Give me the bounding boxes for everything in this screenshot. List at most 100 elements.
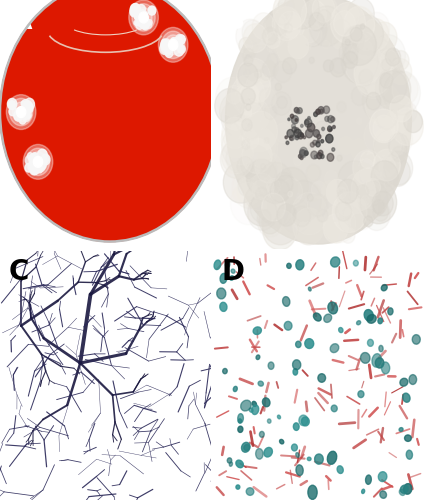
Circle shape [359,70,373,86]
Circle shape [316,142,320,147]
Circle shape [288,184,326,228]
Ellipse shape [296,465,303,475]
Ellipse shape [375,358,384,368]
Ellipse shape [259,432,264,438]
Ellipse shape [378,318,382,324]
Circle shape [238,63,258,87]
Circle shape [242,138,272,173]
Circle shape [7,98,17,110]
Ellipse shape [330,344,339,352]
Circle shape [139,17,150,29]
Circle shape [244,60,262,80]
Circle shape [272,92,291,115]
Circle shape [31,153,39,162]
Circle shape [276,168,308,206]
Circle shape [383,154,398,172]
Circle shape [165,35,181,55]
Circle shape [282,58,296,74]
Circle shape [279,11,301,38]
Circle shape [257,210,271,226]
Ellipse shape [337,466,343,473]
Circle shape [339,201,352,216]
Ellipse shape [214,260,221,270]
Circle shape [226,144,248,172]
Circle shape [382,59,391,70]
Circle shape [329,43,334,50]
Circle shape [265,192,294,226]
Circle shape [353,150,382,185]
Ellipse shape [305,338,314,348]
Circle shape [344,40,382,85]
Circle shape [338,161,371,201]
Circle shape [271,138,279,146]
Circle shape [267,45,273,52]
Circle shape [350,202,374,230]
Ellipse shape [236,485,240,489]
Circle shape [34,162,42,172]
Circle shape [280,178,303,204]
Circle shape [359,36,393,76]
Ellipse shape [399,428,403,432]
Circle shape [329,128,332,130]
Circle shape [266,32,280,48]
Text: C: C [8,258,29,286]
Circle shape [25,112,29,117]
Ellipse shape [220,302,227,312]
Circle shape [15,108,19,112]
Circle shape [234,84,259,113]
Circle shape [337,102,346,112]
Circle shape [350,143,382,181]
Circle shape [262,201,299,245]
Ellipse shape [268,362,274,370]
Circle shape [297,108,302,114]
Circle shape [335,202,352,221]
Ellipse shape [256,448,263,459]
Circle shape [342,26,364,52]
Circle shape [372,191,393,216]
Circle shape [140,10,145,16]
Circle shape [243,111,278,152]
Circle shape [369,170,393,196]
Circle shape [243,98,270,131]
Circle shape [250,194,275,223]
Circle shape [26,148,50,176]
Circle shape [364,216,373,227]
Circle shape [253,113,270,134]
Circle shape [317,152,322,159]
Circle shape [321,180,338,201]
Circle shape [379,70,407,103]
Ellipse shape [293,368,298,375]
Circle shape [359,158,374,176]
Circle shape [144,12,147,16]
Circle shape [274,0,302,30]
Circle shape [174,38,179,44]
Circle shape [245,104,251,110]
Ellipse shape [282,296,290,306]
Circle shape [285,16,304,38]
Circle shape [326,134,333,143]
Circle shape [300,150,305,156]
Circle shape [254,192,262,201]
Circle shape [317,209,328,222]
Circle shape [275,172,293,194]
Circle shape [371,160,398,192]
Ellipse shape [360,352,370,364]
Circle shape [237,156,253,176]
Circle shape [317,134,321,139]
Ellipse shape [400,378,408,386]
Circle shape [262,61,276,77]
Circle shape [236,19,265,54]
Circle shape [161,41,167,48]
Circle shape [172,44,176,48]
Circle shape [320,34,340,56]
Circle shape [304,151,308,156]
Circle shape [24,103,33,113]
Circle shape [244,56,253,66]
Ellipse shape [308,485,317,500]
Circle shape [231,75,265,115]
Circle shape [168,40,178,50]
Ellipse shape [226,262,230,268]
Circle shape [379,157,396,177]
Circle shape [330,58,346,77]
Circle shape [338,136,354,154]
